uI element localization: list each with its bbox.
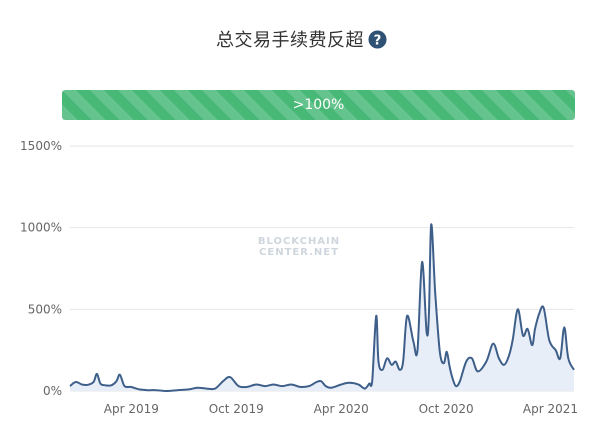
watermark-line2: CENTER.NET [259,247,339,258]
progress-label: >100% [292,97,345,113]
svg-text:?: ? [374,33,382,48]
chart-header: 总交易手续费反超 ? [0,24,603,54]
x-tick-label: Oct 2019 [209,402,264,416]
progress-fill: >100% [62,90,575,120]
y-tick-label: 0% [43,384,62,398]
axis-labels: 0% 500% 1000% 1500% Apr 2019 Oct 2019 Apr 2020… [20,139,578,416]
y-tick-label: 500% [28,302,62,316]
series-area [70,224,574,391]
watermark: BLOCKCHAIN CENTER.NET [258,236,340,258]
x-tick-label: Apr 2020 [314,402,369,416]
progress-bar: >100% [62,90,575,120]
page-title: 总交易手续费反超 [216,30,364,51]
x-tick-label: Apr 2019 [104,402,159,416]
x-tick-label: Apr 2021 [523,402,578,416]
y-tick-label: 1500% [20,139,62,153]
watermark-line1: BLOCKCHAIN [258,236,340,247]
y-tick-label: 1000% [20,221,62,235]
series-layer [69,223,575,392]
question-circle-icon[interactable]: ? [368,29,387,49]
series-line [69,223,575,392]
x-tick-label: Oct 2020 [419,402,474,416]
